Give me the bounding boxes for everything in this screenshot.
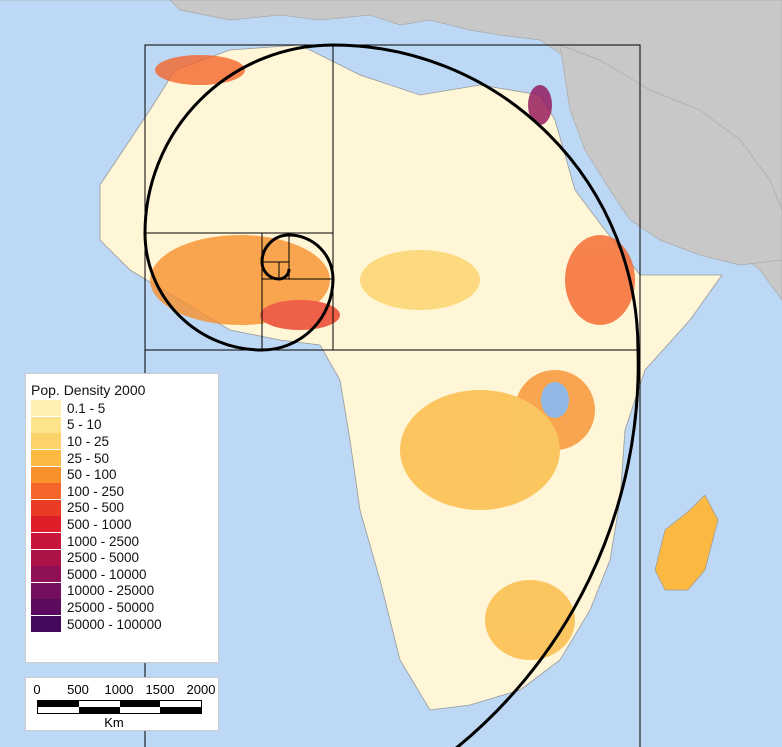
legend-swatch [31, 582, 61, 599]
scale-bar: 0 500 1000 1500 2000 Km [25, 677, 219, 731]
scale-tick-label: 1000 [104, 682, 134, 697]
legend-label: 500 - 1000 [67, 516, 132, 532]
legend-label: 50000 - 100000 [67, 616, 162, 632]
legend-item: 50000 - 100000 [31, 616, 218, 633]
scale-bar-graphic [37, 700, 202, 714]
arabian-peninsula [559, 44, 782, 266]
legend-swatch [31, 566, 61, 583]
legend-item: 5000 - 10000 [31, 566, 218, 583]
legend-swatch [31, 483, 61, 500]
legend-item: 2500 - 5000 [31, 549, 218, 566]
legend-label: 50 - 100 [67, 467, 117, 483]
legend-item: 0.1 - 5 [31, 400, 218, 417]
lake-victoria [541, 382, 569, 418]
scale-unit: Km [104, 715, 124, 730]
legend-swatch [31, 549, 61, 566]
legend-label: 10 - 25 [67, 433, 110, 449]
legend-swatch [31, 599, 61, 616]
legend-item: 10000 - 25000 [31, 582, 218, 600]
legend-item: 10 - 25 [31, 433, 218, 450]
legend-label: 2500 - 5000 [67, 550, 140, 566]
legend-swatch [31, 416, 61, 433]
legend-title: Pop. Density 2000 [31, 382, 146, 398]
legend-label: 25000 - 50000 [67, 599, 155, 615]
legend-label: 5000 - 10000 [67, 566, 147, 582]
legend-item: 100 - 250 [31, 483, 218, 500]
legend-item: 25 - 50 [31, 450, 218, 467]
density-hotspots [150, 55, 635, 660]
golden-spiral [143, 43, 640, 747]
legend-item: 250 - 500 [31, 499, 218, 517]
legend-label: 1000 - 2500 [67, 533, 140, 549]
madagascar [654, 494, 719, 591]
legend-item: 50 - 100 [31, 466, 218, 483]
legend-swatch [31, 450, 61, 467]
legend-label: 250 - 500 [67, 500, 125, 516]
scale-tick-label: 500 [67, 682, 89, 697]
scale-tick-label: 0 [33, 682, 41, 697]
legend-swatch [31, 400, 61, 417]
legend-swatch [31, 466, 61, 483]
legend-label: 0.1 - 5 [67, 400, 106, 416]
legend-item: 5 - 10 [31, 416, 218, 434]
legend-label: 100 - 250 [67, 483, 125, 499]
legend-label: 10000 - 25000 [67, 583, 155, 599]
legend-swatch [31, 499, 61, 516]
legend-swatch [31, 516, 61, 533]
legend-label: 5 - 10 [67, 417, 102, 433]
legend-swatch [31, 433, 61, 450]
scale-tick-label: 2000 [186, 682, 216, 697]
legend-item: 1000 - 2500 [31, 533, 218, 550]
africa-landmass [99, 44, 723, 711]
legend-swatch [31, 616, 61, 633]
legend-item: 500 - 1000 [31, 516, 218, 533]
legend-item: 25000 - 50000 [31, 599, 218, 616]
legend-label: 25 - 50 [67, 450, 110, 466]
scale-tick-label: 1500 [145, 682, 175, 697]
legend-swatch [31, 533, 61, 550]
